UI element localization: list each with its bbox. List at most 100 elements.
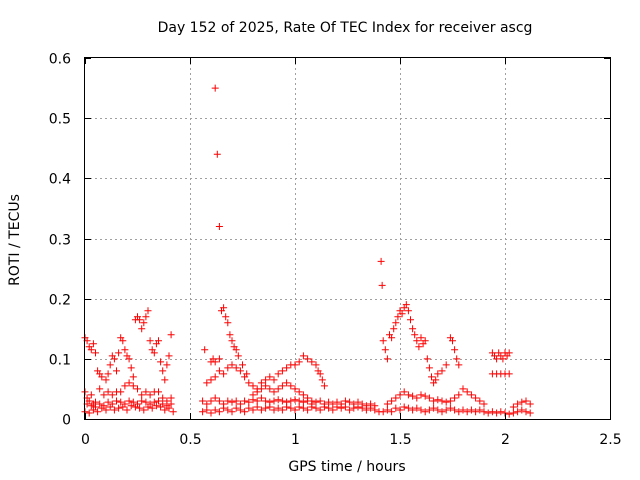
data-point: [150, 349, 158, 357]
data-point: [509, 403, 517, 411]
data-point: [236, 367, 244, 375]
data-point: [134, 385, 141, 393]
data-point: [434, 396, 442, 404]
data-point: [226, 331, 234, 339]
data-point: [383, 406, 391, 414]
data-point: [379, 337, 387, 345]
data-point: [161, 406, 169, 414]
data-point: [411, 331, 419, 339]
y-tick-label: 0.4: [49, 172, 71, 188]
data-point: [362, 402, 370, 410]
data-point: [228, 361, 236, 369]
data-point: [333, 398, 341, 406]
data-point: [266, 385, 274, 393]
data-point: [241, 408, 249, 416]
data-point: [167, 331, 175, 339]
data-point: [430, 397, 438, 405]
data-point: [274, 396, 282, 404]
data-point: [283, 403, 291, 411]
data-point: [155, 388, 162, 396]
data-point: [125, 379, 133, 387]
x-tick-label: 0.5: [179, 432, 201, 448]
data-point: [92, 349, 99, 357]
data-point: [392, 404, 400, 412]
data-point: [96, 385, 104, 393]
data-point: [451, 394, 459, 402]
data-points: [81, 84, 534, 418]
data-point: [148, 404, 156, 412]
data-point: [367, 400, 375, 408]
data-point: [509, 409, 517, 417]
data-point: [396, 406, 404, 414]
data-point: [499, 355, 507, 363]
data-point: [476, 397, 484, 405]
data-point: [134, 400, 141, 408]
data-point: [451, 346, 459, 354]
data-point: [203, 406, 211, 414]
data-point: [329, 400, 337, 408]
y-tick-label: 0.1: [49, 353, 71, 369]
data-point: [514, 400, 522, 408]
data-point: [167, 400, 175, 408]
data-point: [163, 402, 171, 410]
data-point: [459, 406, 467, 414]
data-point: [121, 382, 129, 390]
data-point: [394, 313, 402, 321]
data-point: [312, 404, 320, 412]
data-point: [428, 373, 435, 381]
data-point: [337, 400, 345, 408]
data-point: [253, 403, 261, 411]
data-point: [371, 402, 379, 410]
data-point: [136, 404, 144, 412]
data-point: [438, 397, 446, 405]
data-point: [100, 402, 108, 410]
data-point: [398, 310, 406, 318]
data-point: [463, 388, 471, 396]
data-point: [249, 406, 257, 414]
data-point: [316, 397, 324, 405]
data-point: [228, 398, 236, 406]
data-point: [318, 376, 326, 384]
data-point: [346, 398, 354, 406]
data-point: [224, 364, 232, 372]
data-point: [85, 409, 93, 417]
data-point: [295, 358, 303, 366]
data-point: [407, 316, 414, 324]
data-point: [421, 408, 429, 416]
data-point: [346, 406, 354, 414]
data-point: [115, 349, 123, 357]
data-point: [270, 406, 278, 414]
data-point: [215, 222, 223, 230]
data-point: [127, 364, 135, 372]
data-point: [402, 301, 410, 309]
data-point: [155, 397, 162, 405]
data-point: [409, 406, 417, 414]
data-point: [199, 397, 207, 405]
data-point: [404, 307, 412, 315]
data-point: [224, 397, 232, 405]
data-point: [104, 388, 112, 396]
data-point: [383, 400, 391, 408]
data-point: [442, 361, 450, 369]
data-point: [89, 340, 97, 348]
data-point: [113, 397, 120, 405]
data-point: [438, 367, 446, 375]
data-point: [291, 406, 299, 414]
data-point: [497, 408, 505, 416]
data-point: [425, 394, 433, 402]
data-point: [455, 361, 463, 369]
data-point: [138, 391, 146, 399]
data-point: [308, 403, 316, 411]
data-point: [400, 403, 408, 411]
data-point: [239, 361, 246, 369]
data-point: [146, 391, 154, 399]
data-point: [215, 397, 223, 405]
data-point: [211, 373, 219, 381]
data-point: [308, 358, 316, 366]
data-point: [404, 391, 412, 399]
data-point: [291, 396, 299, 404]
data-point: [388, 408, 396, 416]
data-point: [138, 325, 146, 333]
y-tick-label: 0.6: [49, 52, 71, 68]
data-point: [278, 382, 286, 390]
